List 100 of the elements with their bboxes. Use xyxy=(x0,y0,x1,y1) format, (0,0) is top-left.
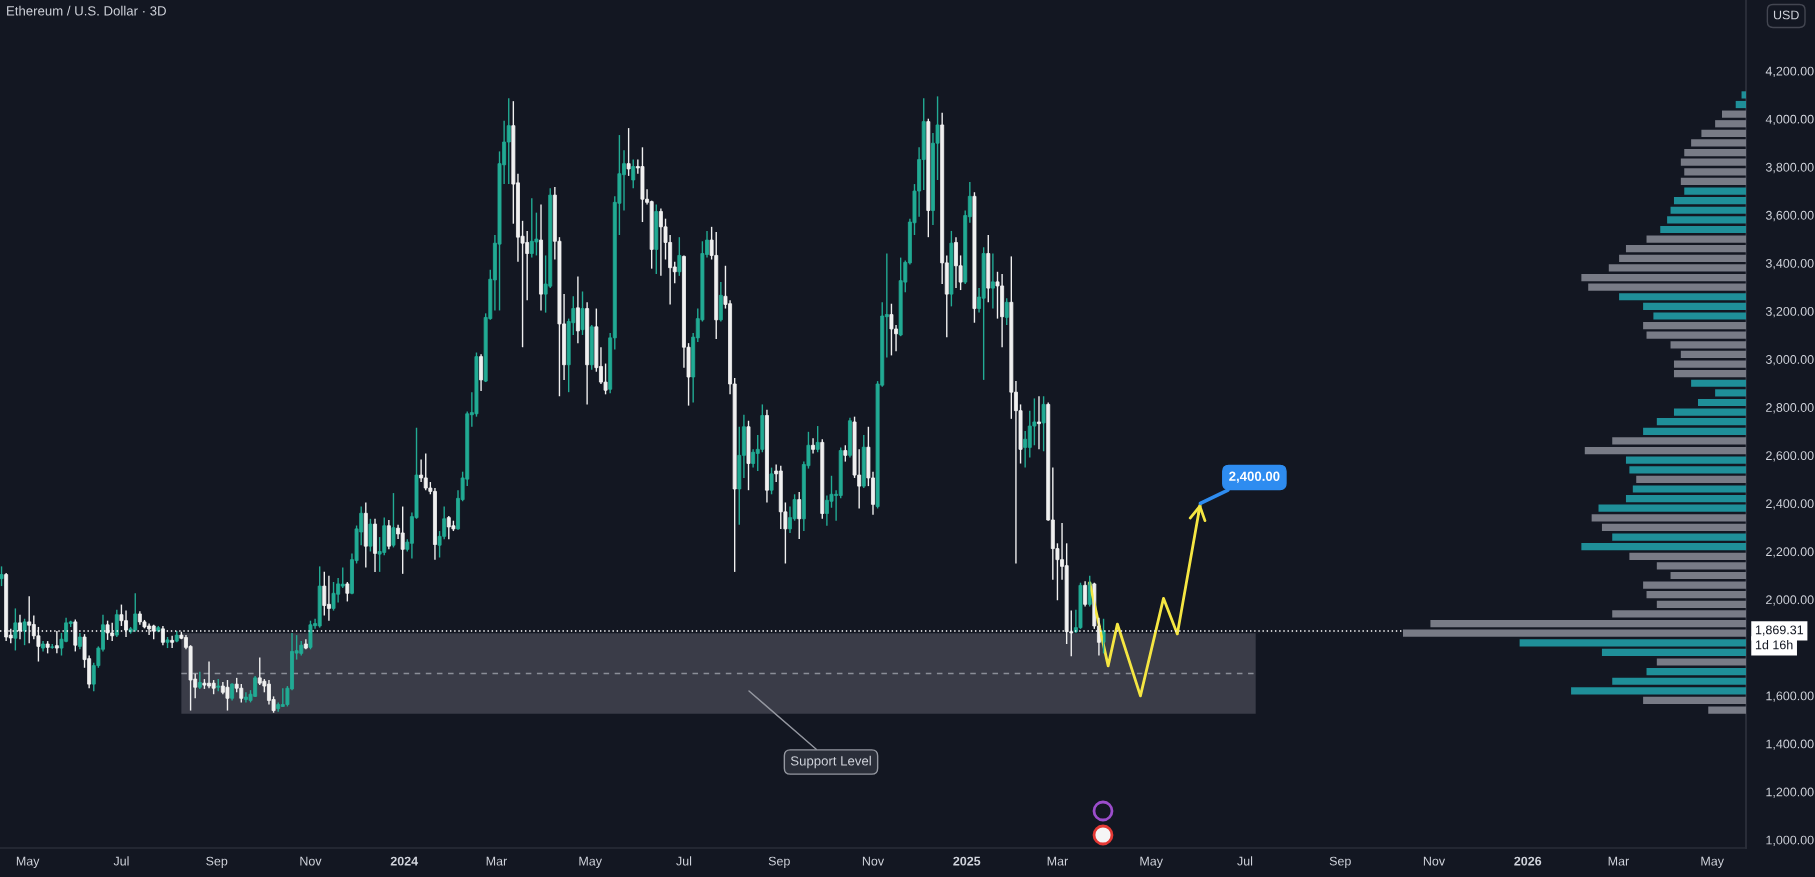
bar xyxy=(1584,446,1746,455)
candlestick xyxy=(626,127,631,177)
candlestick xyxy=(27,595,32,644)
y-tick-label: 1,600.00 xyxy=(1766,691,1814,702)
bar xyxy=(1667,216,1746,224)
bar xyxy=(1741,91,1746,99)
x-tick-label: Jul xyxy=(113,856,129,866)
bar xyxy=(1612,677,1746,685)
bar xyxy=(1612,437,1746,445)
bar xyxy=(1588,283,1746,291)
bar xyxy=(1619,293,1746,301)
candlestick xyxy=(331,581,336,612)
bar xyxy=(1656,562,1746,570)
candlestick xyxy=(760,403,765,453)
y-tick-label: 2,200.00 xyxy=(1766,547,1814,558)
y-tick-label: 4,000.00 xyxy=(1765,114,1814,126)
bar xyxy=(1646,668,1746,676)
candlestick xyxy=(677,236,682,277)
bar xyxy=(1646,331,1746,339)
bar xyxy=(1697,398,1746,407)
bar xyxy=(1629,466,1746,474)
bar xyxy=(1656,418,1746,426)
y-tick-label: 3,600.00 xyxy=(1765,210,1814,222)
bar xyxy=(1670,206,1746,214)
bar xyxy=(1673,370,1746,378)
annotation: 2,400.00 xyxy=(1229,471,1280,483)
y-tick-label: 1,000.00 xyxy=(1766,835,1814,846)
x-tick-label: Nov xyxy=(300,856,322,866)
candlestick xyxy=(1032,397,1037,446)
bar xyxy=(1581,273,1746,282)
candlestick xyxy=(949,230,954,308)
candlestick xyxy=(308,619,313,650)
y-tick-label: 2,000.00 xyxy=(1766,595,1814,606)
x-tick-label: May xyxy=(16,856,40,868)
bar xyxy=(1643,581,1746,589)
x-tick-label: 2024 xyxy=(390,856,419,866)
y-tick-label: 2,800.00 xyxy=(1766,403,1814,414)
x-tick-label: Mar xyxy=(486,856,507,866)
bar xyxy=(1680,350,1746,359)
bar xyxy=(1608,264,1746,272)
candlestick xyxy=(972,191,977,324)
bar xyxy=(1656,658,1746,666)
candlestick xyxy=(815,425,820,453)
candlestick xyxy=(1041,395,1046,452)
x-tick-label: May xyxy=(1701,856,1724,868)
bar xyxy=(1691,139,1746,147)
candlestick xyxy=(926,118,931,238)
candlestick xyxy=(225,679,230,712)
bar xyxy=(1646,235,1746,243)
bar xyxy=(1673,360,1746,368)
bar xyxy=(1591,514,1746,522)
x-tick-label: Mar xyxy=(1047,856,1068,866)
x-tick-label: Mar xyxy=(1608,856,1629,866)
candlestick xyxy=(105,619,110,641)
bar xyxy=(1721,110,1746,118)
bar xyxy=(1632,485,1746,493)
bar xyxy=(1691,379,1746,387)
bar xyxy=(1430,619,1746,628)
bar xyxy=(1598,504,1746,512)
candlestick xyxy=(345,581,350,603)
bar xyxy=(1625,495,1746,503)
bar xyxy=(1625,456,1746,464)
bar xyxy=(1673,408,1746,416)
bar xyxy=(1656,600,1746,608)
bar xyxy=(1629,552,1746,560)
x-tick-label: Sep xyxy=(206,856,228,868)
bar xyxy=(1708,706,1746,714)
bar xyxy=(1643,321,1746,330)
y-tick-label: 3,400.00 xyxy=(1765,258,1814,270)
bar xyxy=(1403,629,1746,637)
candlestick xyxy=(1078,582,1083,630)
x-tick-label: Sep xyxy=(1329,856,1351,868)
y-tick-label: 1,400.00 xyxy=(1766,739,1814,750)
bar xyxy=(1660,225,1746,234)
x-tick-label: Jul xyxy=(1237,856,1253,866)
bar xyxy=(1519,639,1746,647)
bar xyxy=(1701,129,1746,137)
ref-line-label: 1,869.31 xyxy=(1755,625,1804,636)
bar xyxy=(1601,523,1746,532)
y-tick-label: 3,200.00 xyxy=(1765,306,1814,318)
candlestick xyxy=(769,466,774,495)
bar xyxy=(1571,687,1746,695)
candlestick xyxy=(400,505,405,575)
bar xyxy=(1680,177,1746,186)
x-tick-label: Nov xyxy=(1423,856,1446,866)
candlestick xyxy=(534,211,539,257)
bar xyxy=(1636,475,1746,483)
candlestick xyxy=(13,607,18,652)
x-tick-label: Nov xyxy=(862,856,885,866)
bar xyxy=(1684,148,1746,157)
bar xyxy=(1715,389,1746,397)
candlestick xyxy=(391,492,396,549)
annotation: Support Level xyxy=(790,755,871,769)
candlestick xyxy=(368,518,373,553)
candlestick xyxy=(746,420,751,491)
x-tick-label: May xyxy=(579,856,602,868)
x-tick-label: May xyxy=(1140,856,1163,868)
y-tick-label: 3,800.00 xyxy=(1765,162,1814,174)
bar xyxy=(1612,533,1746,541)
bar xyxy=(1735,100,1746,109)
